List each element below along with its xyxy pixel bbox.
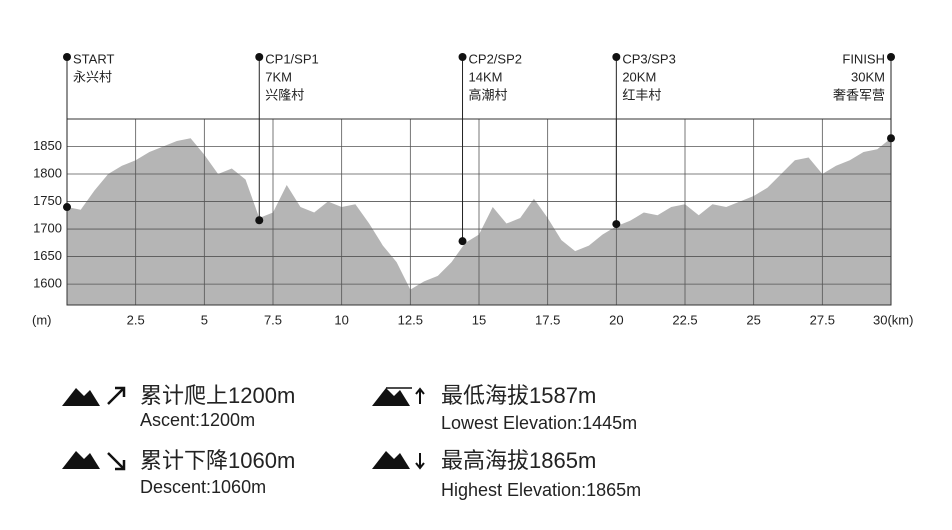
- checkpoint-top-dot: [887, 53, 895, 61]
- y-tick-label: 1650: [33, 248, 62, 263]
- stat-en: Highest Elevation:1865m: [441, 480, 641, 500]
- x-tick-label: 17.5: [535, 312, 560, 327]
- x-tick-label: 20: [609, 312, 623, 327]
- x-tick-label: 10: [334, 312, 348, 327]
- checkpoint-place: 兴隆村: [265, 87, 304, 102]
- x-tick-label: 25: [746, 312, 760, 327]
- x-tick-label: 12.5: [398, 312, 423, 327]
- checkpoint-name: START: [73, 51, 114, 66]
- stat-en: Descent:1060m: [140, 477, 266, 497]
- stat-zh: 最高海拔1865m: [441, 448, 596, 473]
- checkpoint-top-dot: [458, 53, 467, 61]
- checkpoint-distance: 14KM: [469, 69, 503, 84]
- x-tick-label: 30(km): [873, 312, 913, 327]
- checkpoint-name: CP3/SP3: [622, 51, 675, 66]
- icon-highest: [372, 451, 425, 470]
- checkpoint-place: 高潮村: [469, 87, 508, 102]
- stat-zh: 最低海拔1587m: [441, 383, 596, 408]
- checkpoint-top-dot: [63, 53, 71, 61]
- stat-en: Ascent:1200m: [140, 410, 255, 430]
- checkpoint-place: 红丰村: [622, 87, 661, 102]
- checkpoint-distance: 30KM: [851, 69, 885, 84]
- checkpoint-marker: [612, 220, 621, 229]
- checkpoint-place: 奢香军营: [833, 87, 885, 102]
- checkpoint-marker: [255, 216, 264, 225]
- y-tick-label: 1850: [33, 138, 62, 153]
- checkpoint-distance: 20KM: [622, 69, 656, 84]
- icon-descent: [62, 451, 126, 471]
- y-tick-label: 1600: [33, 276, 62, 291]
- x-tick-label: 27.5: [810, 312, 835, 327]
- x-tick-label: 2.5: [127, 312, 145, 327]
- icon-ascent: [62, 386, 126, 406]
- x-tick-label: 15: [472, 312, 486, 327]
- y-unit-label: (m): [32, 312, 52, 327]
- checkpoint-top-dot: [612, 53, 621, 61]
- stat-zh: 累计下降1060m: [140, 448, 295, 473]
- x-tick-label: 22.5: [672, 312, 697, 327]
- y-tick-label: 1700: [33, 220, 62, 235]
- x-tick-label: 7.5: [264, 312, 282, 327]
- checkpoint-marker: [63, 203, 71, 212]
- stat-en: Lowest Elevation:1445m: [441, 413, 637, 433]
- x-tick-label: 5: [201, 312, 208, 327]
- icon-lowest: [372, 387, 425, 406]
- checkpoint-name: CP1/SP1: [265, 51, 318, 66]
- checkpoint-distance: 7KM: [265, 69, 292, 84]
- checkpoint-place: 永兴村: [73, 69, 112, 84]
- y-tick-label: 1750: [33, 193, 62, 208]
- checkpoint-top-dot: [255, 53, 264, 61]
- checkpoint-marker: [458, 237, 467, 246]
- stat-zh: 累计爬上1200m: [140, 383, 295, 408]
- plot-border: [66, 118, 892, 306]
- checkpoint-name: FINISH: [842, 51, 885, 66]
- checkpoint-marker: [887, 134, 895, 143]
- y-tick-label: 1800: [33, 165, 62, 180]
- checkpoint-name: CP2/SP2: [469, 51, 522, 66]
